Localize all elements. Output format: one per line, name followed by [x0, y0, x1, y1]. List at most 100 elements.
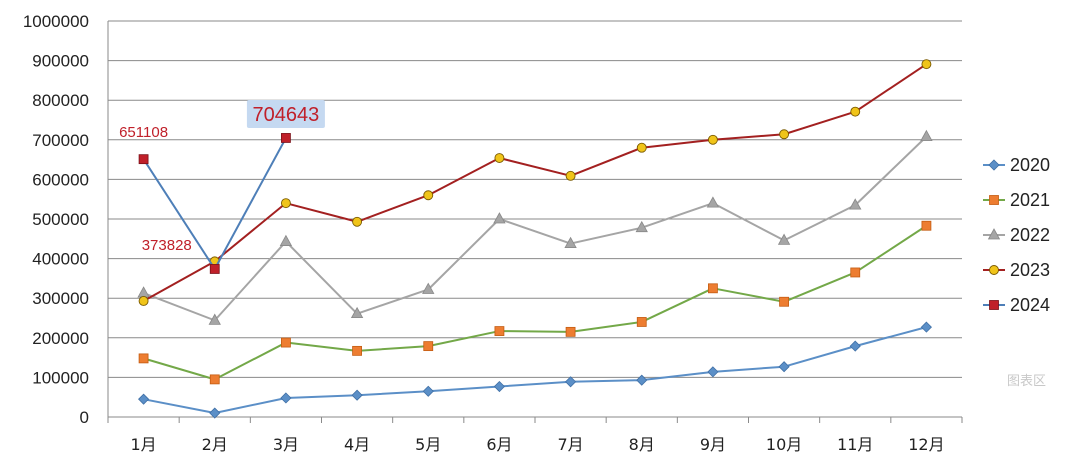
- point-2020: [707, 366, 719, 378]
- point-2020: [138, 393, 150, 405]
- legend-marker: [989, 265, 999, 275]
- legend-item-2020[interactable]: 2020: [983, 155, 1050, 175]
- x-tick-label: 7月: [557, 435, 583, 454]
- point-2022: [279, 234, 293, 246]
- point-2023: [636, 142, 647, 153]
- x-tick-label: 10月: [766, 435, 802, 454]
- x-tick-label: 6月: [486, 435, 512, 454]
- point-2021: [494, 326, 505, 336]
- point-2024: [281, 133, 291, 143]
- legend-label: 2024: [1010, 295, 1050, 315]
- point-2021: [423, 341, 434, 352]
- point-2023: [921, 59, 932, 70]
- point-2022: [137, 286, 150, 298]
- x-tick-label: 9月: [700, 435, 726, 454]
- point-2022: [564, 236, 577, 248]
- point-2020: [636, 374, 648, 386]
- y-tick-label: 500000: [32, 210, 89, 229]
- x-tick-label: 2月: [202, 435, 228, 454]
- series-2024: [138, 133, 291, 274]
- data-labels: 651108 373828 704643: [119, 99, 325, 254]
- point-2021: [921, 220, 932, 231]
- point-2020: [565, 376, 577, 388]
- legend-item-2022[interactable]: 2022: [983, 225, 1050, 245]
- point-2020: [209, 407, 221, 419]
- point-2021: [779, 296, 789, 307]
- legend-item-2024[interactable]: 2024: [983, 295, 1050, 315]
- data-label-highlight: [246, 99, 325, 128]
- y-tick-label: 900000: [32, 52, 89, 71]
- y-tick-label: 400000: [32, 250, 89, 269]
- y-tick-label: 600000: [32, 170, 89, 189]
- x-tick-label: 4月: [344, 435, 370, 454]
- y-tick-label: 1000000: [23, 12, 89, 31]
- point-2023: [494, 153, 505, 163]
- y-axis: 0 100000 200000 300000 400000 500000 600000 700…: [23, 12, 109, 427]
- point-2023: [779, 129, 790, 140]
- series-line-2023: [143, 63, 927, 302]
- point-2020: [849, 340, 861, 352]
- legend-label: 2020: [1010, 155, 1050, 175]
- point-2022: [706, 196, 720, 208]
- point-2022: [849, 198, 862, 210]
- x-tick-label: 11月: [837, 435, 873, 454]
- point-2023: [565, 170, 576, 181]
- point-2022: [493, 212, 506, 224]
- legend-marker: [987, 228, 1001, 240]
- legend-label: 2023: [1010, 260, 1050, 280]
- x-tick-label: 5月: [415, 435, 441, 454]
- y-tick-label: 200000: [32, 329, 89, 348]
- legend-marker: [989, 300, 999, 310]
- y-tick-label: 100000: [32, 368, 89, 387]
- legend-label: 2021: [1010, 190, 1050, 210]
- point-2021: [850, 267, 861, 278]
- point-2020: [280, 392, 292, 404]
- x-axis: 1月 2月 3月 4月 5月 6月 7月 8月 9月 10月 11月 12月: [107, 417, 963, 454]
- point-2024: [209, 264, 220, 274]
- point-2020: [351, 389, 363, 401]
- point-2023: [138, 296, 149, 306]
- legend-item-2023[interactable]: 2023: [983, 260, 1050, 280]
- point-2020: [778, 361, 790, 373]
- point-2021: [565, 326, 576, 337]
- point-2023: [352, 216, 363, 227]
- data-label: 373828: [142, 237, 192, 254]
- point-2021: [138, 353, 149, 364]
- legend[interactable]: 2020 2021 2022 2023 2024: [983, 155, 1050, 315]
- series-2023: [138, 59, 932, 306]
- series-2022: [137, 129, 933, 325]
- data-label: 651108: [119, 124, 168, 141]
- x-tick-label: 12月: [908, 435, 944, 454]
- x-tick-label: 8月: [629, 435, 655, 454]
- watermark-text: 图表区: [1007, 374, 1046, 389]
- series-line-2022: [143, 135, 928, 322]
- x-tick-label: 3月: [273, 435, 299, 454]
- point-2021: [352, 345, 362, 356]
- point-2023: [280, 198, 291, 209]
- point-2020: [493, 380, 505, 393]
- x-tick-label: 1月: [130, 435, 156, 454]
- series-2020: [138, 321, 932, 419]
- point-2021: [636, 317, 647, 327]
- y-tick-label: 0: [80, 408, 89, 427]
- series-group: [137, 59, 933, 419]
- point-2022: [635, 220, 648, 233]
- y-tick-label: 300000: [32, 289, 89, 308]
- grid-lines: [108, 20, 962, 418]
- point-2023: [423, 190, 434, 201]
- legend-label: 2022: [1010, 225, 1050, 245]
- point-2020: [920, 321, 932, 333]
- series-line-2020: [143, 326, 927, 415]
- y-tick-label: 800000: [32, 91, 89, 110]
- point-2023: [850, 106, 861, 117]
- series-line-2021: [143, 224, 927, 381]
- point-2021: [708, 283, 718, 294]
- point-2022: [422, 282, 435, 294]
- y-tick-label: 700000: [32, 131, 89, 150]
- legend-marker: [989, 195, 999, 205]
- point-2022: [350, 306, 364, 319]
- point-2020: [422, 385, 434, 397]
- point-2024: [138, 154, 149, 165]
- legend-item-2021[interactable]: 2021: [983, 190, 1050, 210]
